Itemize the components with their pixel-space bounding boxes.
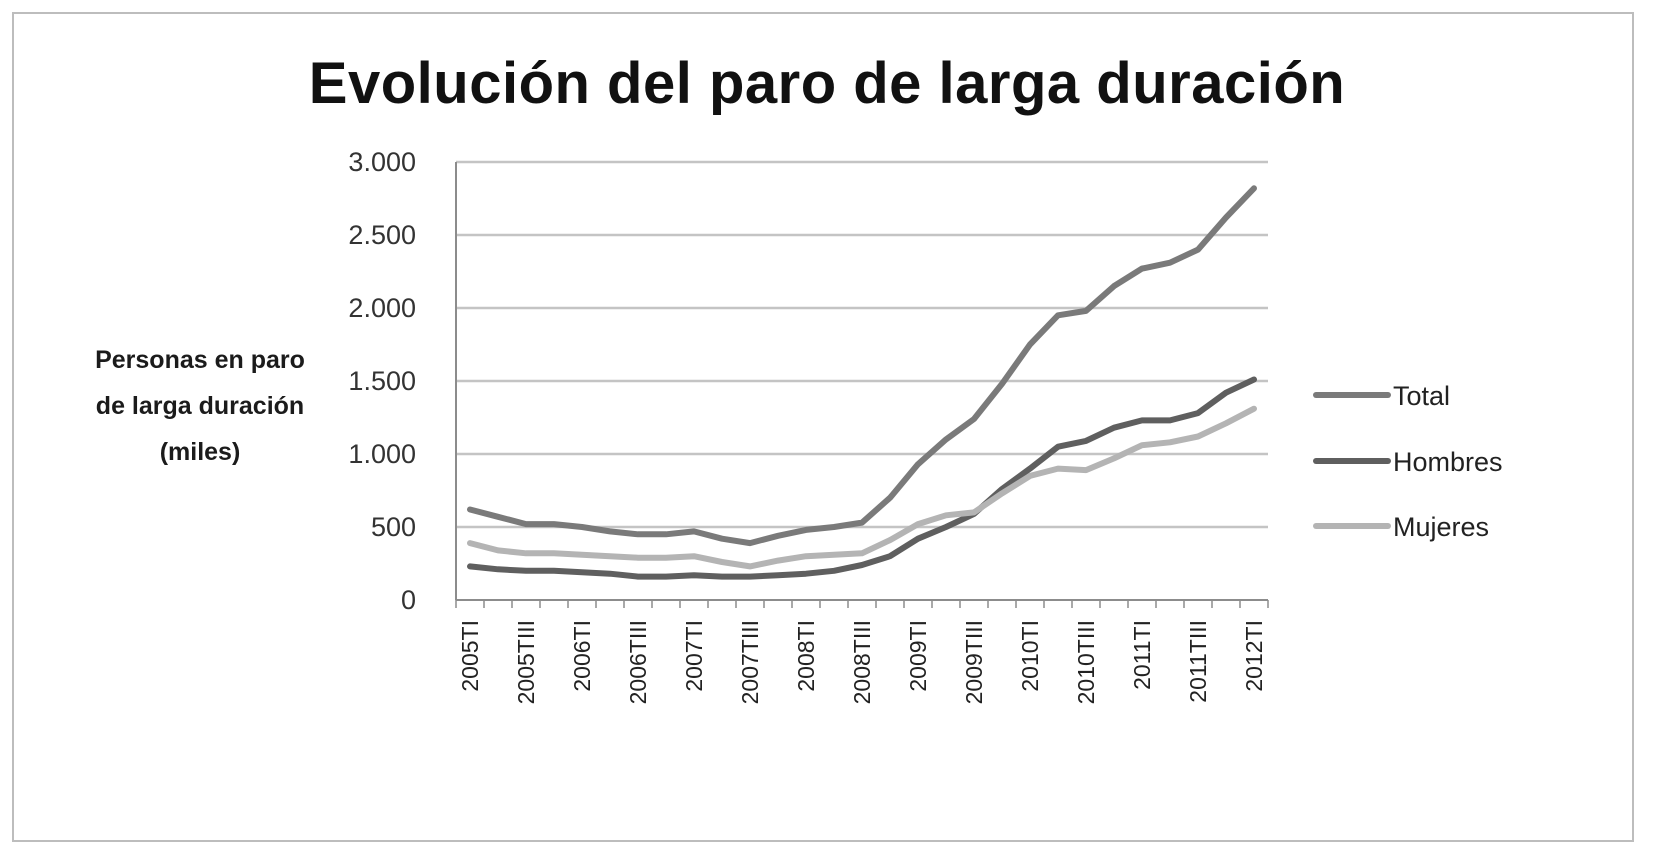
y-tick-label: 0 bbox=[401, 585, 416, 615]
y-tick-label: 2.000 bbox=[348, 293, 416, 323]
y-tick-label: 1.500 bbox=[348, 366, 416, 396]
series-line-mujeres bbox=[467, 405, 1257, 570]
y-tick-label: 1.000 bbox=[348, 439, 416, 469]
y-tick-label: 3.000 bbox=[348, 147, 416, 177]
y-tick-label: 500 bbox=[371, 512, 416, 542]
y-axis-label: Personas en paro de larga duración (mile… bbox=[95, 346, 305, 466]
x-tick-label: 2008TI bbox=[793, 620, 819, 692]
series-lines bbox=[467, 185, 1257, 580]
x-tick-label: 2010TI bbox=[1017, 620, 1043, 692]
series-line-hombres bbox=[467, 376, 1257, 580]
x-tick-label: 2012TI bbox=[1241, 620, 1267, 692]
x-tick-label: 2011TIII bbox=[1185, 620, 1211, 703]
grid-lines bbox=[456, 160, 1268, 529]
axes bbox=[455, 162, 1269, 608]
series-line-total bbox=[467, 185, 1257, 547]
x-tick-label: 2011TI bbox=[1129, 620, 1155, 690]
x-tick-label: 2006TI bbox=[569, 620, 595, 692]
legend-label-mujeres: Mujeres bbox=[1393, 512, 1489, 542]
chart-title: Evolución del paro de larga duración bbox=[308, 51, 1346, 116]
x-tick-label: 2010TIII bbox=[1073, 620, 1099, 704]
legend: Total Hombres Mujeres bbox=[1313, 381, 1503, 542]
legend-label-total: Total bbox=[1393, 381, 1450, 411]
y-tick-labels: 0 500 1.000 1.500 2.000 2.500 3.000 bbox=[348, 147, 416, 615]
x-tick-label: 2007TI bbox=[681, 620, 707, 692]
x-tick-label: 2005TI bbox=[457, 620, 483, 692]
x-tick-label: 2005TIII bbox=[513, 620, 539, 704]
x-tick-label: 2009TIII bbox=[961, 620, 987, 704]
x-tick-label: 2006TIII bbox=[625, 620, 651, 704]
x-tick-labels: 2005TI 2005TIII 2006TI 2006TIII 2007TI 2007TI… bbox=[457, 620, 1267, 704]
legend-label-hombres: Hombres bbox=[1393, 447, 1503, 477]
y-tick-label: 2.500 bbox=[348, 220, 416, 250]
x-tick-label: 2009TI bbox=[905, 620, 931, 692]
x-tick-label: 2008TIII bbox=[849, 620, 875, 704]
x-tick-label: 2007TIII bbox=[737, 620, 763, 704]
chart-frame bbox=[12, 12, 1634, 842]
